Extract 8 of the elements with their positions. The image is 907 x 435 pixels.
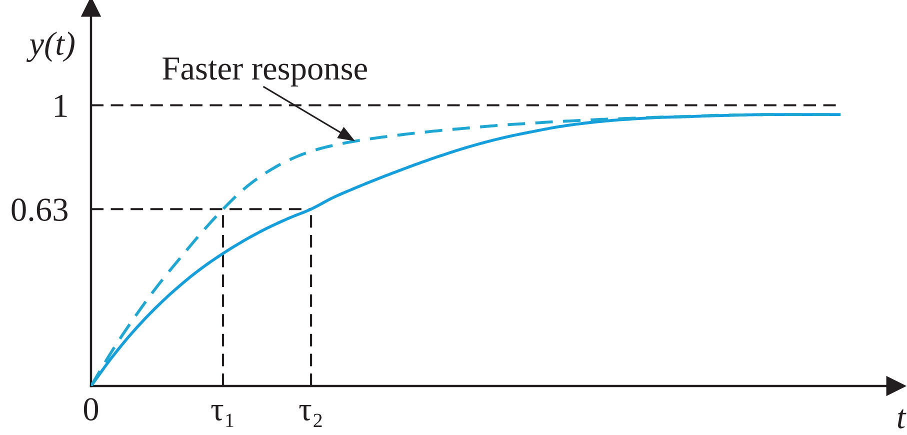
x-tick-label: τ₂	[299, 404, 322, 428]
y-tick-label: 0.63	[12, 198, 68, 222]
x-tick-label: τ₁	[211, 404, 234, 427]
x-tick-label: 0	[84, 398, 98, 421]
y-axis-title: y(t)	[26, 32, 74, 62]
annotation: Faster response	[162, 58, 367, 87]
x-axis-title: t	[898, 409, 906, 428]
y-tick-label: 1	[55, 94, 67, 117]
